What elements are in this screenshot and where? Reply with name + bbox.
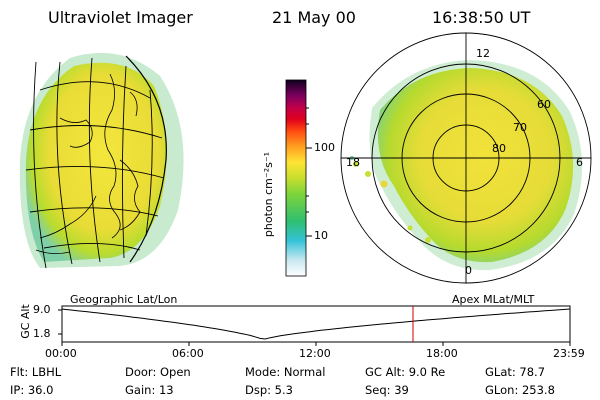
door-value: Door: Open: [125, 365, 191, 379]
glat-value: GLat: 78.7: [485, 365, 546, 379]
altitude-curve: [61, 308, 571, 340]
gain-value: Gain: 13: [125, 383, 174, 397]
time-tick-0000: 00:00: [45, 347, 77, 360]
ip-value: IP: 36.0: [10, 383, 54, 397]
polar-image: [340, 32, 592, 284]
dsp-value: Dsp: 5.3: [245, 383, 293, 397]
colorbar-unit-label: photon cm⁻²s⁻¹: [262, 151, 276, 238]
observation-time: 16:38:50 UT: [432, 8, 531, 27]
mlt-label-12: 12: [476, 47, 490, 60]
glon-value: GLon: 253.8: [485, 383, 555, 397]
mlat-label-70: 70: [513, 121, 527, 134]
time-tick-2359: 23:59: [553, 347, 585, 360]
geographic-caption: Geographic Lat/Lon: [70, 293, 178, 306]
mlt-label-18: 18: [346, 156, 360, 169]
polar-caption: Apex MLat/MLT: [452, 293, 535, 306]
instrument-title: Ultraviolet Imager: [48, 8, 193, 27]
mode-value: Mode: Normal: [245, 365, 326, 379]
seq-value: Seq: 39: [365, 383, 409, 397]
colorbar-tick-10: 10: [314, 229, 328, 242]
mlat-label-60: 60: [537, 98, 551, 111]
altitude-ytick-1.8: 1.8: [33, 327, 51, 340]
time-tick-1800: 18:00: [426, 347, 458, 360]
altitude-ytick-9: 9.0: [33, 303, 51, 316]
colorbar-tick-100: 100: [314, 141, 335, 154]
observation-date: 21 May 00: [272, 8, 356, 27]
time-tick-0600: 06:00: [172, 347, 204, 360]
altitude-ylabel: GC Alt: [18, 304, 32, 339]
mlt-label-0: 0: [465, 264, 472, 277]
gc-alt-value: GC Alt: 9.0 Re: [365, 365, 446, 379]
mlt-label-6: 6: [576, 156, 583, 169]
geographic-image: [19, 52, 184, 269]
mlat-label-80: 80: [492, 142, 506, 155]
intensity-colorbar: [285, 79, 312, 277]
altitude-plot: [58, 305, 571, 346]
filter-value: Flt: LBHL: [10, 365, 62, 379]
time-tick-1200: 12:00: [299, 347, 331, 360]
